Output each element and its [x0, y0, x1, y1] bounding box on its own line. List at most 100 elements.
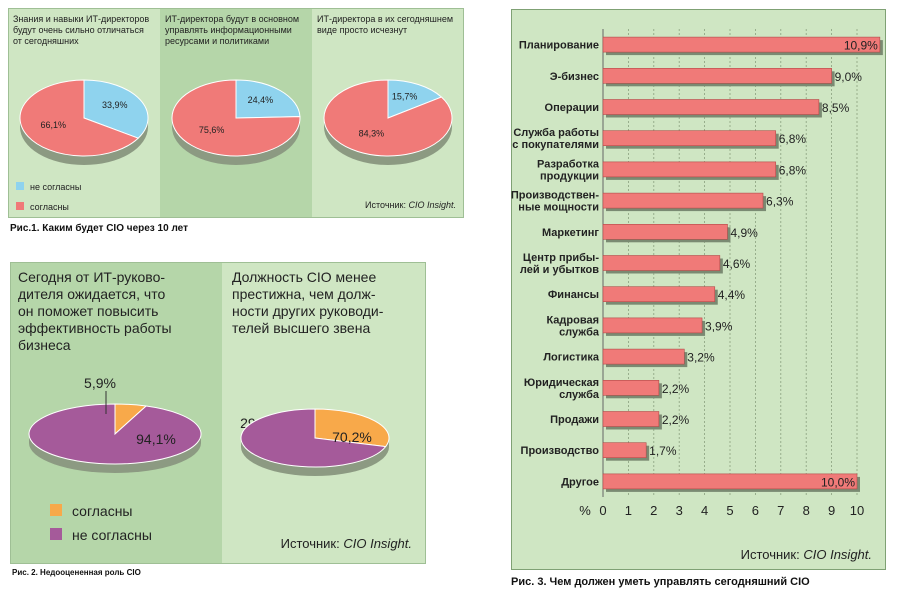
figure-3-value-label-4: 6,8%	[779, 163, 807, 177]
figure-3-xtick-label-2: 2	[650, 503, 657, 518]
figure-1-legend-swatch-0	[16, 182, 24, 190]
figure-3-category-label-6-line-0: Маркетинг	[542, 227, 599, 239]
figure-3-xtick-label-5: 5	[726, 503, 733, 518]
figure-2-legend-swatch-0	[50, 504, 62, 516]
figure-3-value-label-1: 9,0%	[835, 70, 863, 84]
figure-3-bar-2	[602, 99, 820, 115]
figure-2-pie-title-0-line-2: он поможет повысить	[18, 303, 158, 319]
figure-1-pie-title-0-line-1: будут очень сильно отличаться	[13, 25, 144, 35]
figure-3-bar-4	[602, 161, 777, 178]
figure-2-source: Источник: CIO Insight.	[281, 536, 412, 551]
figure-1-pie-2-slice-0	[387, 79, 443, 119]
figure-3-bar-11	[602, 379, 660, 396]
figure-3-category-label-9-line-1: служба	[559, 326, 600, 338]
figure-3-category-label-0-line-0: Планирование	[519, 40, 599, 52]
figure-3-caption: Рис. 3. Чем должен уметь управлять сегод…	[511, 576, 810, 588]
figure-2-panel: Сегодня от ИТ-руково-дителя ожидается, ч…	[10, 262, 426, 564]
figure-1-frame	[8, 8, 464, 218]
figure-3-category-label-2-line-0: Операции	[545, 102, 599, 114]
figure-2-pie-title-1-line-3: телей высшего звена	[232, 320, 370, 336]
figure-3-category-label-11-line-1: служба	[559, 389, 600, 401]
figure-3-xtick-label-3: 3	[676, 503, 683, 518]
figure-2-pie-0-slice-label-1: 94,1%	[136, 431, 176, 447]
figure-1-legend-label-0: не согласны	[30, 182, 81, 192]
figure-1-pie-1-slice-label-0: 24,4%	[248, 95, 274, 105]
figure-1-pie-title-1-line-1: управлять информационными	[165, 25, 292, 35]
figure-1-pie-title-2-line-0: ИТ-директора в их сегодняшнем	[317, 14, 453, 24]
figure-3-value-label-8: 4,4%	[718, 288, 746, 302]
figure-3-xtick-label-4: 4	[701, 503, 708, 518]
figure-1-source: Источник: CIO Insight.	[365, 200, 456, 210]
figure-3-category-label-14-line-0: Другое	[561, 476, 599, 488]
figure-3-category-label-9-line-0: Кадровая	[546, 314, 599, 326]
figure-1-pie-0-slice-label-1: 66,1%	[40, 120, 66, 130]
figure-3-category-label-3-line-1: с покупателями	[512, 139, 599, 151]
figure-3-xtick-label-7: 7	[777, 503, 784, 518]
figure-3-xtick-label-10: 10	[850, 503, 864, 518]
figure-1-legend-label-1: согласны	[30, 202, 69, 212]
figure-3-bar-12	[602, 411, 660, 427]
figure-2-pie-title-0-line-0: Сегодня от ИТ-руково-	[18, 269, 165, 285]
figure-2-pie-1-slice-label-1: 70,2%	[332, 429, 372, 445]
figure-3-value-label-11: 2,2%	[662, 382, 690, 396]
figure-2-legend-label-1: не согласны	[72, 527, 152, 543]
figure-1-pie-2-slice-label-0: 15,7%	[392, 92, 418, 102]
figure-3-category-label-5-line-1: ные мощности	[518, 202, 599, 214]
figure-1-pie-1-slice-0	[235, 79, 301, 119]
figure-3-bar-6	[602, 224, 728, 240]
figure-3-bar-1	[602, 67, 832, 84]
figure-3-xtick-label-9: 9	[828, 503, 835, 518]
figure-3-category-label-5-line-0: Производствен-	[511, 190, 599, 202]
figure-3-bar-10	[602, 348, 685, 365]
figure-3-value-label-14: 10,0%	[821, 475, 855, 489]
figure-3-value-label-5: 6,3%	[766, 195, 794, 209]
figure-2-frame	[10, 262, 426, 564]
figure-2-legend-label-0: согласны	[72, 503, 133, 519]
figure-2-pie-title-1-line-0: Должность CIO менее	[232, 269, 376, 285]
figure-3-category-label-8-line-0: Финансы	[548, 289, 599, 301]
figure-3-bar-14	[602, 473, 858, 490]
figure-2-pie-title-1-line-1: престижна, чем долж-	[232, 286, 376, 302]
figure-1-pie-0-slice-1	[19, 79, 140, 157]
figure-3-xtick-label-6: 6	[752, 503, 759, 518]
figure-1-pie-title-1-line-2: ресурсами и политиками	[165, 36, 269, 46]
figure-2-pie-0-slice-1	[28, 403, 202, 465]
figure-3-bar-3	[602, 130, 777, 146]
figure-3-value-label-9: 3,9%	[705, 319, 733, 333]
figure-3-category-label-3-line-0: Служба работы	[513, 127, 599, 139]
figure-3-category-label-10-line-0: Логистика	[543, 352, 600, 364]
figure-3-xtick-label-1: 1	[625, 503, 632, 518]
figure-1-source-name: CIO Insight.	[408, 200, 456, 210]
figure-3-source-name: CIO Insight.	[803, 547, 872, 562]
figure-3-category-label-12-line-0: Продажи	[550, 414, 599, 426]
figure-3-bar-13	[602, 442, 647, 459]
figure-1-pie-title-2-line-1: виде просто исчезнут	[317, 25, 407, 35]
figure-3-value-label-2: 8,5%	[822, 101, 850, 115]
figure-3-bar-0	[602, 36, 881, 53]
figure-2-pie-title-0-line-3: эффективность работы	[18, 320, 172, 336]
figure-3-value-label-0: 10,9%	[844, 39, 878, 53]
figure-3-xtick-label-0: 0	[599, 503, 606, 518]
figure-2-source-name: CIO Insight.	[343, 536, 412, 551]
figure-2-chart: Сегодня от ИТ-руково-дителя ожидается, ч…	[10, 262, 426, 564]
figure-1-pie-title-1-line-0: ИТ-директора будут в основном	[165, 14, 299, 24]
figure-3-x-unit: %	[579, 503, 591, 518]
figure-2-pie-title-1-line-2: ности других руководи-	[232, 303, 384, 319]
figure-1-panel: Знания и навыки ИТ-директоров будут очень…	[8, 8, 464, 218]
figure-1-pie-title-0-line-2: от сегодняшних	[13, 36, 79, 46]
figure-3-chart: 0 1 2 3 4 5 6 7 8 9 10% Планирование 10,9% Э-бизнес 9,…	[511, 9, 886, 570]
figure-2-pie-title-0-line-4: бизнеса	[18, 337, 71, 353]
figure-1-caption: Рис.1. Каким будет CIO через 10 лет	[10, 223, 188, 234]
figure-1-pie-1-slice-1	[171, 79, 301, 157]
figure-3-panel: 0 1 2 3 4 5 6 7 8 9 10% Планирование 10,9% Э-бизнес 9,…	[511, 9, 886, 570]
figure-2-caption: Рис. 2. Недооцененная роль CIO	[12, 568, 141, 577]
figure-3-category-label-13-line-0: Производство	[521, 445, 600, 457]
figure-3-value-label-3: 6,8%	[779, 132, 807, 146]
figure-3-category-label-7-line-1: лей и убытков	[520, 264, 599, 276]
figure-3-category-label-4-line-0: Разработка	[537, 158, 600, 170]
figure-1-pie-2-slice-1	[323, 79, 453, 157]
figure-1-legend-swatch-1	[16, 202, 24, 210]
figure-3-category-label-11-line-0: Юридическая	[524, 377, 599, 389]
figure-3-bar-5	[602, 192, 764, 209]
